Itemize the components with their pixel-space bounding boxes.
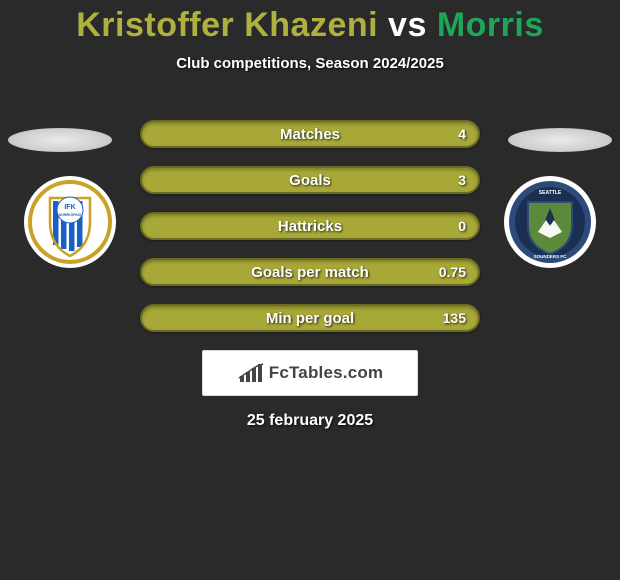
stat-row: Goals 3 — [140, 166, 480, 194]
shield-icon: IFK NORRKÖPING — [28, 180, 112, 264]
stat-label: Hattricks — [142, 214, 478, 238]
seattle-sounders-badge: SEATTLE SOUNDERS FC — [504, 176, 596, 268]
player2-name: Morris — [437, 6, 544, 44]
svg-text:NORRKÖPING: NORRKÖPING — [59, 212, 81, 217]
subtitle: Club competitions, Season 2024/2025 — [0, 55, 620, 72]
shield-icon: SEATTLE SOUNDERS FC — [508, 180, 592, 264]
stat-label: Matches — [142, 122, 478, 146]
svg-text:IFK: IFK — [64, 204, 75, 211]
bar-chart-icon — [237, 362, 265, 384]
page-title: Kristoffer Khazeni vs Morris — [0, 6, 620, 45]
vs-text: vs — [388, 6, 427, 44]
player1-platform — [8, 128, 112, 152]
ifk-norrkoping-badge: IFK NORRKÖPING — [24, 176, 116, 268]
stat-label: Goals — [142, 168, 478, 192]
date-text: 25 february 2025 — [0, 412, 620, 430]
stat-value: 4 — [458, 122, 466, 146]
stat-value: 0.75 — [439, 260, 466, 284]
stats-list: Matches 4 Goals 3 Hattricks 0 Goals per … — [140, 120, 480, 332]
brand-text: FcTables.com — [269, 363, 384, 383]
comparison-card: Kristoffer Khazeni vs Morris Club compet… — [0, 0, 620, 580]
brand-box[interactable]: FcTables.com — [202, 350, 418, 396]
player1-name: Kristoffer Khazeni — [76, 6, 378, 44]
stat-row: Min per goal 135 — [140, 304, 480, 332]
stat-value: 0 — [458, 214, 466, 238]
stat-row: Matches 4 — [140, 120, 480, 148]
stat-label: Goals per match — [142, 260, 478, 284]
stat-label: Min per goal — [142, 306, 478, 330]
stat-value: 3 — [458, 168, 466, 192]
svg-text:SOUNDERS FC: SOUNDERS FC — [534, 254, 568, 259]
stat-value: 135 — [443, 306, 466, 330]
svg-text:SEATTLE: SEATTLE — [539, 190, 562, 196]
player2-platform — [508, 128, 612, 152]
stat-row: Hattricks 0 — [140, 212, 480, 240]
stat-row: Goals per match 0.75 — [140, 258, 480, 286]
